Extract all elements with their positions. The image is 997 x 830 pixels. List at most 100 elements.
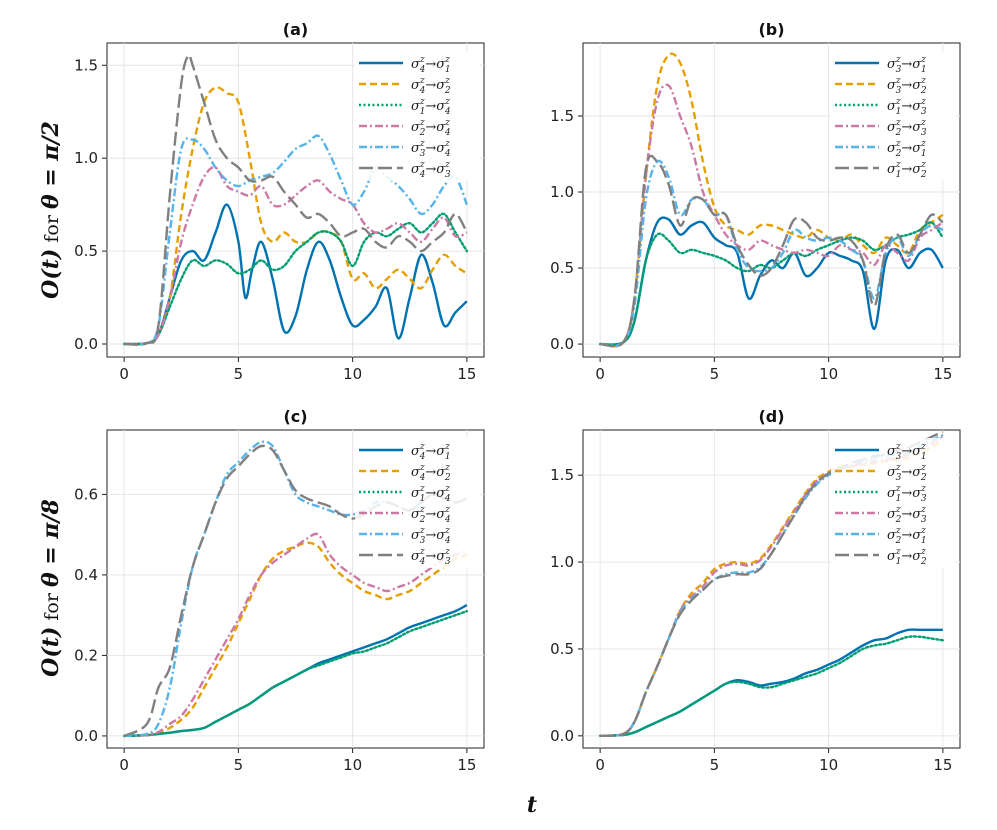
x-tick-label: 5 [710, 365, 720, 383]
y-tick-label: 1.0 [74, 149, 98, 167]
series-line-1-to-2 [600, 430, 944, 738]
y-tick-label: 0.4 [74, 566, 98, 584]
panel-b-series-group [598, 52, 945, 348]
legend-entry: σz 1→σz 4 [411, 484, 451, 504]
y-tick-label: 0.6 [74, 485, 98, 503]
panel-c-title: (c) [283, 407, 307, 426]
x-tick-label: 15 [933, 365, 952, 383]
y-tick-label: 1.5 [550, 107, 574, 125]
panel-d-legend: σz 3→σz 1σz 3→σz 2σz 1→σz 3σz 2→σz 3σz 2→σz 1σz 1→σ… [831, 438, 956, 568]
y-tick-label: 1.0 [550, 553, 574, 571]
svg-text:O(t) for θ = π/2: O(t) for θ = π/2 [38, 121, 64, 299]
row-label-bottom-math: O(t) [38, 627, 64, 677]
x-tick-label: 5 [234, 365, 244, 383]
legend-entry: σz 2→σz 3 [887, 118, 927, 138]
legend-entry: σz 2→σz 4 [411, 118, 451, 138]
legend-background [831, 51, 956, 181]
x-tick-label: 10 [819, 756, 838, 774]
x-tick-label: 10 [819, 365, 838, 383]
y-tick-label: 0.0 [74, 727, 98, 745]
legend-entry: σz 2→σz 4 [411, 505, 451, 525]
x-tick-label: 10 [343, 756, 362, 774]
row-label-top-math: O(t) [38, 249, 64, 299]
legend-entry: σz 1→σz 3 [887, 97, 927, 117]
y-tick-label: 1.5 [74, 56, 98, 74]
legend-entry: σz 4→σz 2 [411, 463, 451, 483]
x-tick-label: 0 [119, 365, 129, 383]
series-line-3-to-4 [124, 134, 468, 346]
panel-c: 0 5 10 15 0.0 0.2 0.4 0.6 (c) σz 4→σz 1σz 4→σz 2σz 1→σ… [74, 407, 485, 774]
x-tick-label: 0 [119, 756, 129, 774]
legend-entry: σz 4→σz 1 [411, 55, 451, 75]
legend-entry: σz 3→σz 2 [887, 76, 927, 96]
legend-entry: σz 1→σz 2 [887, 547, 927, 567]
legend-entry: σz 4→σz 2 [411, 76, 451, 96]
series-line-4-to-2 [124, 541, 468, 738]
series-line-4-to-3 [124, 53, 468, 346]
legend-entry: σz 2→σz 3 [887, 505, 927, 525]
panel-a-title: (a) [283, 20, 308, 39]
row-label-top-text: for [41, 209, 63, 249]
y-tick-label: 0.0 [550, 335, 574, 353]
panel-d: 0 5 10 150.00.51.01.5(d)σz 3→σz 1σz 3→σz 2σz 1→σ… [550, 407, 961, 774]
panel-b-title: (b) [758, 20, 784, 39]
row-label-bottom: O(t) for θ = π/8 [38, 499, 64, 677]
legend-background [355, 51, 480, 181]
x-tick-label: 10 [343, 365, 362, 383]
y-tick-label: 0.5 [550, 640, 574, 658]
x-tick-label: 15 [457, 756, 476, 774]
x-tick-label: 5 [710, 756, 720, 774]
x-tick-label: 5 [234, 756, 244, 774]
legend-background [355, 438, 480, 568]
y-tick-label: 0.5 [74, 242, 98, 260]
series-line-1-to-4 [122, 609, 469, 738]
panel-b-legend: σz 3→σz 1σz 3→σz 2σz 1→σz 3σz 2→σz 3σz 2→σz 1σz 1→σ… [831, 51, 956, 181]
legend-entry: σz 4→σz 3 [411, 160, 451, 180]
legend-entry: σz 3→σz 1 [887, 442, 927, 462]
x-tick-label: 0 [595, 756, 605, 774]
series-line-4-to-1 [124, 203, 468, 346]
legend-entry: σz 1→σz 2 [887, 160, 927, 180]
series-line-2-to-4 [124, 166, 468, 346]
row-label-bottom-cond: θ = π/8 [38, 499, 64, 587]
x-tick-label: 15 [457, 365, 476, 383]
y-tick-label: 0.5 [550, 259, 574, 277]
legend-entry: σz 3→σz 2 [887, 463, 927, 483]
legend-entry: σz 3→σz 1 [887, 55, 927, 75]
row-label-top: O(t) for θ = π/2 [38, 121, 64, 299]
y-tick-label: 0.2 [74, 646, 98, 664]
svg-text:O(t) for θ = π/8: O(t) for θ = π/8 [38, 499, 64, 677]
legend-entry: σz 1→σz 4 [411, 97, 451, 117]
panel-a: 0 5 10 15 0.0 0.5 1.0 1.5 (a) σz 4→σz 1σz 4→σz 2σz 1→σ… [74, 20, 485, 383]
series-line-2-to-3 [600, 83, 944, 348]
y-tick-label: 0.0 [74, 335, 98, 353]
y-tick-label: 1.0 [550, 183, 574, 201]
legend-entry: σz 3→σz 4 [411, 139, 451, 159]
legend-entry: σz 3→σz 4 [411, 526, 451, 546]
series-line-1-to-3 [598, 635, 945, 738]
x-tick-label: 0 [595, 365, 605, 383]
series-line-3-to-1 [600, 216, 944, 346]
y-tick-label: 0.0 [550, 727, 574, 745]
panel-a-legend: σz 4→σz 1σz 4→σz 2σz 1→σz 4σz 2→σz 4σz 3→σz 4σz 4→σ… [355, 51, 480, 181]
legend-entry: σz 2→σz 1 [887, 526, 927, 546]
legend-entry: σz 4→σz 3 [411, 547, 451, 567]
panels: 0 5 10 150.00.51.01.5(a)σz 4→σz 1σz 4→σz 2σz 1→σ… [74, 20, 961, 774]
row-label-bottom-text: for [41, 587, 63, 627]
legend-background [831, 438, 956, 568]
y-tick-label: 1.5 [550, 466, 574, 484]
series-line-1-to-4 [122, 212, 469, 346]
series-line-3-to-2 [600, 52, 944, 348]
panel-a-series-group [122, 53, 469, 346]
series-line-1-to-2 [600, 154, 944, 348]
x-tick-label: 15 [933, 756, 952, 774]
legend-entry: σz 1→σz 3 [887, 484, 927, 504]
panel-b: 0 5 10 150.00.51.01.5(b)σz 3→σz 1σz 3→σz 2σz 1→σ… [550, 20, 961, 383]
legend-entry: σz 4→σz 1 [411, 442, 451, 462]
x-axis-label: t [527, 792, 537, 818]
legend-entry: σz 2→σz 1 [887, 139, 927, 159]
panel-c-legend: σz 4→σz 1σz 4→σz 2σz 1→σz 4σz 2→σz 4σz 3→σz 4σz 4→σ… [355, 438, 480, 568]
panel-d-title: (d) [758, 407, 784, 426]
row-label-top-cond: θ = π/2 [38, 121, 64, 209]
